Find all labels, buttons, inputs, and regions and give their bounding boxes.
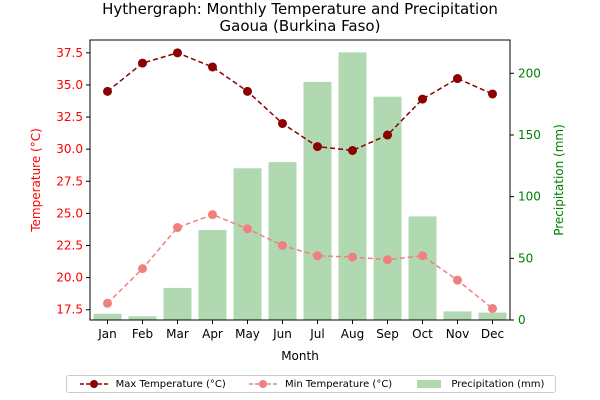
min-temp-point-nov — [453, 275, 462, 285]
right-tick-label: 200 — [518, 66, 541, 80]
right-tick-label: 50 — [518, 251, 533, 265]
left-tick-label: 35.0 — [56, 78, 83, 92]
left-tick-label: 27.5 — [56, 174, 83, 188]
max-temp-point-may — [243, 86, 252, 96]
x-axis-label: Month — [281, 349, 319, 363]
min-temp-point-oct — [418, 251, 427, 261]
left-tick-label: 37.5 — [56, 46, 83, 60]
min-temp-point-sep — [383, 255, 392, 265]
legend-swatch-min-temp — [248, 380, 277, 388]
max-temp-point-feb — [138, 58, 147, 68]
plot-frame — [89, 39, 511, 321]
min-temp-point-jul — [313, 251, 322, 261]
min-temp-point-jun — [278, 241, 287, 251]
x-tick-label: May — [235, 327, 260, 341]
right-tick-label: 100 — [518, 190, 541, 204]
precip-bar-sep — [373, 96, 402, 321]
x-tick-label: Jun — [272, 327, 292, 341]
right-tick-label: 150 — [518, 128, 541, 142]
x-tick-label: Oct — [412, 327, 433, 341]
max-temp-point-jun — [278, 118, 287, 128]
min-temp-point-aug — [348, 252, 357, 262]
chart-subtitle: Gaoua (Burkina Faso) — [219, 17, 381, 35]
max-temp-point-mar — [173, 48, 182, 58]
x-tick-label: Jul — [309, 327, 324, 341]
precip-bar-oct — [408, 216, 437, 320]
precip-bar-jul — [303, 81, 332, 320]
x-tick-label: Feb — [132, 327, 153, 341]
chart-legend: Max Temperature (°C) Min Temperature (°C… — [66, 375, 556, 393]
min-temp-line — [106, 213, 493, 310]
max-temp-point-jan — [103, 86, 112, 96]
precip-bar-mar — [163, 287, 192, 320]
precip-bar-may — [233, 168, 262, 320]
x-tick-label: Jan — [97, 327, 117, 341]
left-tick-label: 32.5 — [56, 110, 83, 124]
right-tick-label: 0 — [518, 313, 526, 327]
max-temp-point-sep — [383, 130, 392, 140]
min-temp-point-mar — [173, 223, 182, 233]
max-temp-point-nov — [453, 74, 462, 84]
max-temp-point-aug — [348, 145, 357, 155]
left-tick-label: 22.5 — [56, 239, 83, 253]
precip-bar-aug — [338, 52, 367, 320]
precipitation-bars — [93, 52, 507, 321]
max-temp-line — [107, 52, 493, 152]
legend-item-precipitation: Precipitation (mm) — [413, 378, 544, 390]
min-temp-point-dec — [488, 303, 497, 313]
legend-swatch-max-temp — [79, 380, 108, 388]
legend-swatch-precipitation — [417, 380, 442, 388]
left-tick-label: 25.0 — [56, 206, 83, 220]
precip-bar-dec — [478, 312, 507, 320]
x-tick-label: Apr — [202, 327, 223, 341]
left-tick-label: 30.0 — [56, 142, 83, 156]
x-tick-label: Mar — [166, 327, 189, 341]
chart-title: Hythergraph: Monthly Temperature and Pre… — [102, 0, 498, 18]
left-tick-label: 17.5 — [56, 303, 83, 317]
legend-label-min-temp: Min Temperature (°C) — [284, 378, 393, 390]
y-axis-label-right: Precipitation (mm) — [552, 124, 566, 236]
max-temp-point-oct — [418, 94, 427, 104]
temperature-lines — [103, 48, 497, 313]
legend-item-min-temp: Min Temperature (°C) — [247, 378, 392, 390]
max-temp-point-jul — [313, 142, 322, 152]
x-tick-label: Dec — [481, 327, 504, 341]
chart-axes: 17.5 20.0 22.5 25.0 27.5 30.0 32.5 35.0 37.5 0 50 1… — [29, 46, 566, 363]
precip-bar-jan — [93, 313, 122, 320]
x-tick-label: Nov — [446, 327, 469, 341]
legend-label-max-temp: Max Temperature (°C) — [115, 378, 226, 390]
x-tick-label: Aug — [341, 327, 364, 341]
min-temp-point-may — [243, 224, 252, 234]
legend-label-precipitation: Precipitation (mm) — [451, 378, 545, 390]
precip-bar-feb — [128, 316, 157, 320]
min-temp-point-jan — [103, 298, 112, 308]
max-temp-point-dec — [488, 89, 497, 99]
y-axis-label-left: Temperature (°C) — [29, 128, 43, 233]
max-temp-point-apr — [208, 62, 217, 72]
x-tick-label: Sep — [376, 327, 399, 341]
precip-bar-apr — [198, 229, 227, 320]
precip-bar-nov — [443, 311, 472, 320]
legend-item-max-temp: Max Temperature (°C) — [78, 378, 226, 390]
left-tick-label: 20.0 — [56, 271, 83, 285]
min-temp-point-feb — [138, 264, 147, 274]
min-temp-point-apr — [208, 210, 217, 220]
